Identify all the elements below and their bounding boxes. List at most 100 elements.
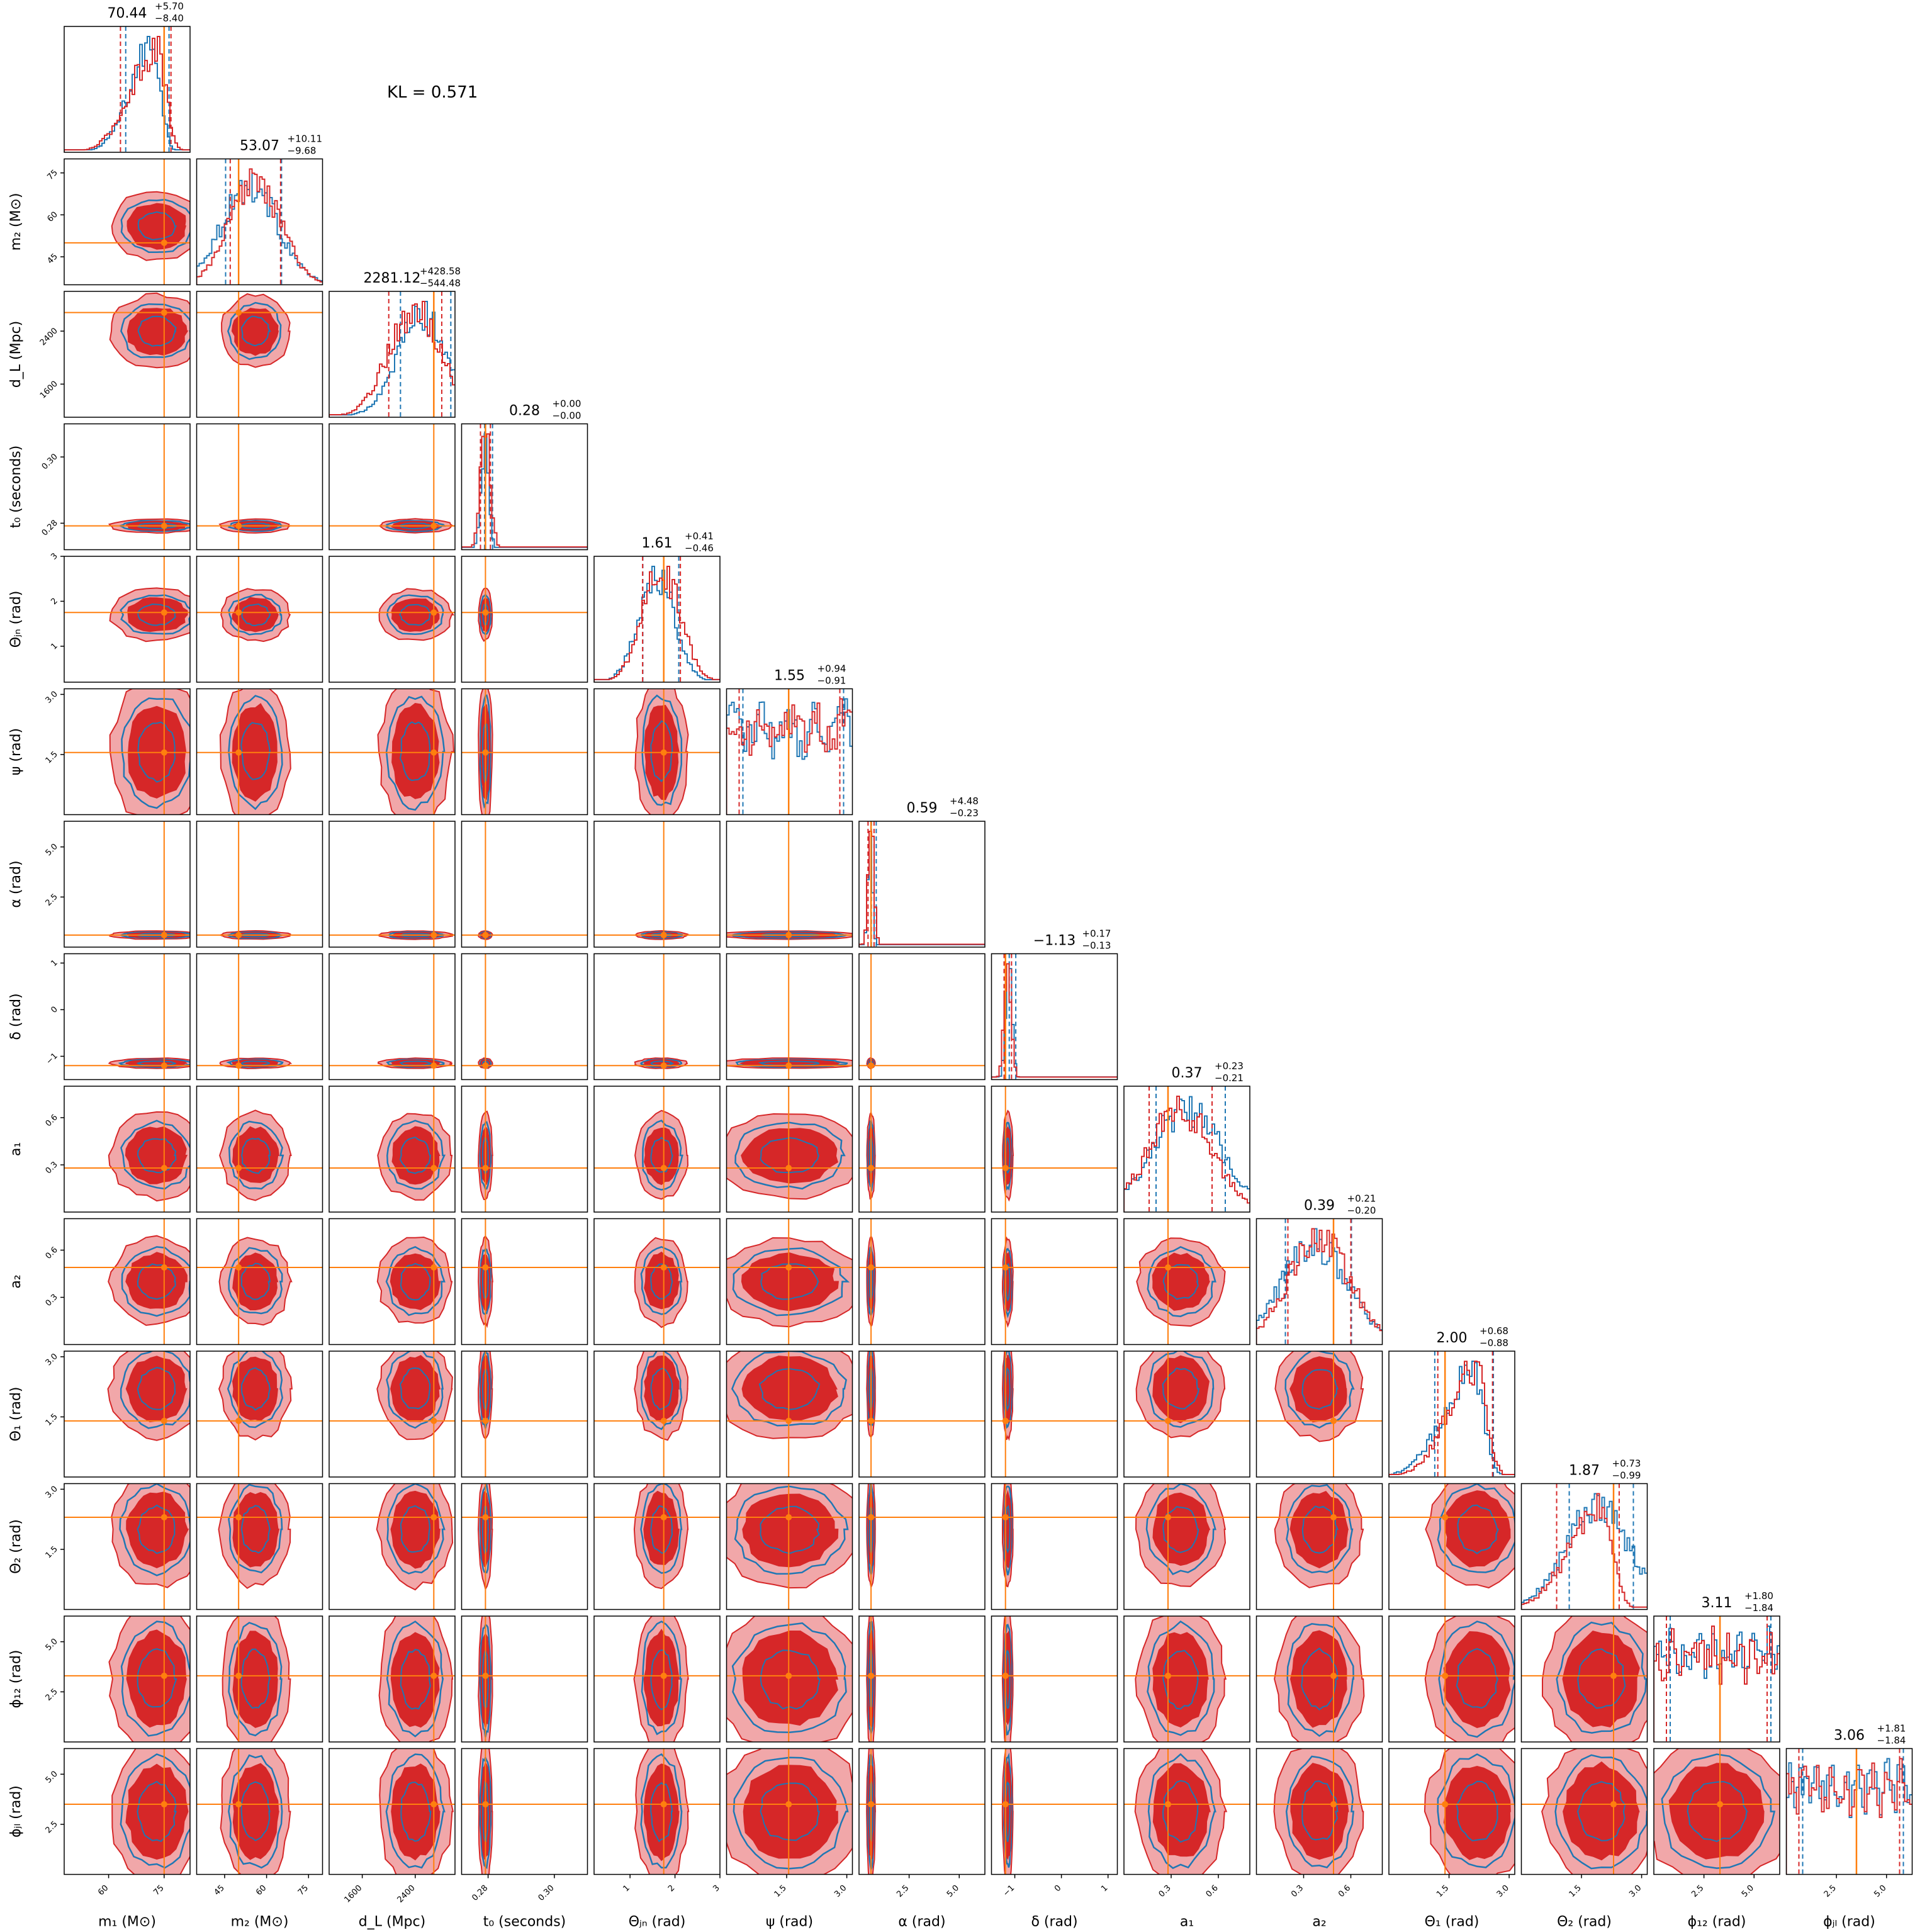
x-axis-label-13: ϕ₁₂ (rad)	[1688, 1914, 1746, 1930]
contour-blue-outer	[120, 1120, 190, 1190]
contour-blue-outer	[228, 1120, 284, 1190]
panel-frame	[64, 26, 191, 153]
contour-panel-12-3	[329, 1483, 456, 1610]
panel-frame	[726, 1483, 853, 1610]
contour-blue-inner	[1162, 1264, 1199, 1300]
y-tick-label: 0.3	[44, 1293, 60, 1308]
contour-blue-outer	[1003, 1624, 1013, 1736]
panel-frame	[461, 1086, 588, 1213]
truth-point	[430, 1514, 437, 1521]
panel-frame	[196, 291, 323, 418]
contour-inner	[232, 1763, 279, 1860]
panel-frame	[196, 158, 323, 286]
histogram-title-2: 53.07	[240, 138, 279, 154]
panel-frame	[991, 953, 1118, 1081]
contour-panel-12-10	[1255, 1483, 1383, 1610]
contour-blue-outer	[228, 1622, 283, 1737]
panel-frame	[1123, 1351, 1250, 1478]
x-axis-label-8: δ (rad)	[1031, 1914, 1077, 1930]
contour-panel-14-13: 2.5 5.0 ϕ₁₂ (rad)	[1653, 1748, 1780, 1930]
truth-point	[160, 1062, 167, 1069]
y-tick-label: 5.0	[44, 842, 60, 858]
panel-frame	[1123, 1615, 1250, 1743]
truth-point	[235, 1672, 242, 1679]
title-minus: −544.48	[420, 278, 461, 289]
contour-panel-6-1: 1.5 3.0 ψ (rad)	[8, 688, 191, 816]
truth-point	[785, 1417, 792, 1424]
contour-panel-12-4	[461, 1483, 588, 1610]
contour-inner	[126, 203, 187, 250]
truth-point	[482, 1264, 489, 1271]
truth-point	[868, 1264, 875, 1271]
contour-blue-outer	[641, 694, 683, 806]
panel-frame	[461, 953, 588, 1081]
y-tick-label: 60	[46, 210, 60, 224]
histogram-panel-4: 0.28 +0.00−0.00	[461, 398, 588, 551]
contour-blue-outer	[731, 1351, 847, 1427]
panel-frame	[329, 1351, 456, 1478]
histogram-panel-3: 2281.12+428.58−544.48	[329, 266, 461, 418]
contour-blue-outer	[734, 1121, 846, 1190]
contour-blue-outer	[732, 1247, 850, 1317]
x-tick-label: 1.5	[1568, 1884, 1583, 1899]
contour-blue-inner	[481, 723, 489, 783]
contour-panel-13-3	[329, 1615, 456, 1743]
truth-point	[868, 1165, 875, 1171]
histogram-panel-14: 3.06 +1.81−1.84 2.5 5.0 ϕⱼₗ (rad)	[1785, 1723, 1913, 1930]
truth-point	[660, 931, 667, 938]
contour-panel-14-2: 45 60 75 m₂ (M⊙)	[196, 1748, 323, 1930]
contour-panel-13-8	[991, 1615, 1118, 1743]
truth-point	[660, 1165, 667, 1171]
title-plus: +1.81	[1877, 1723, 1906, 1734]
y-tick-label: −1	[45, 1052, 60, 1067]
histogram-panel-5: 1.61 +0.41−0.46	[593, 531, 721, 683]
histogram-panel-13: 3.11 +1.80−1.84	[1653, 1590, 1780, 1743]
contour-panel-14-9: 0.3 0.6 a₁	[1123, 1748, 1250, 1930]
contour-panel-9-1: 0.3 0.6 a₁	[8, 1086, 191, 1213]
contour-panel-3-2	[196, 291, 323, 418]
contour-panel-12-1: 1.5 3.0 Θ₂ (rad)	[8, 1483, 191, 1610]
panel-frame	[329, 1483, 456, 1610]
title-minus: −1.84	[1744, 1602, 1773, 1614]
truth-point	[660, 749, 667, 756]
truth-point	[1330, 1417, 1337, 1424]
contour-blue-outer	[120, 199, 190, 253]
contour-panel-11-1: 1.5 3.0 Θ₁ (rad)	[8, 1351, 191, 1478]
panel-frame	[64, 1086, 191, 1213]
truth-point	[1165, 1264, 1171, 1271]
y-axis-label-9: a₁	[8, 1142, 24, 1156]
contour-blue-outer	[641, 1620, 682, 1736]
contour-panel-6-3	[329, 688, 456, 816]
contour-inner	[232, 1356, 278, 1422]
truth-point	[482, 1672, 489, 1679]
contour-blue-inner	[760, 1782, 821, 1841]
truth-point	[160, 1801, 167, 1808]
contour-blue-inner	[868, 1505, 873, 1554]
title-plus: +0.68	[1480, 1325, 1508, 1337]
panel-frame	[329, 556, 456, 683]
contour-inner	[1444, 1490, 1511, 1568]
x-axis-label-1: m₁ (M⊙)	[98, 1914, 156, 1930]
title-plus: +10.11	[288, 133, 323, 145]
red-histogram-2	[196, 168, 323, 285]
contour-blue-inner	[399, 604, 431, 626]
contour-blue-inner	[650, 1368, 673, 1410]
y-axis-label-4: t₀ (seconds)	[8, 446, 24, 529]
contour-panel-13-7	[858, 1615, 986, 1743]
contour-panel-14-1: 60 75 m₁ (M⊙) 2.5 5.0 ϕⱼₗ (rad)	[8, 1748, 191, 1930]
panel-frame	[593, 821, 721, 948]
panel-frame	[196, 556, 323, 683]
contour-panel-7-4	[461, 821, 588, 948]
contour-panel-10-6	[726, 1218, 853, 1345]
x-tick-label: 75	[296, 1884, 310, 1897]
contour-blue-outer	[228, 1483, 283, 1574]
panel-frame	[991, 1615, 1118, 1743]
y-tick-label: 1.5	[44, 750, 60, 765]
contour-panel-12-11	[1388, 1483, 1515, 1610]
panel-frame	[461, 1615, 588, 1743]
x-tick-label: 5.0	[1740, 1884, 1756, 1899]
panel-frame	[64, 1218, 191, 1345]
red-histogram-13	[1654, 1626, 1780, 1742]
contour-inner	[125, 1763, 189, 1860]
y-tick-label: 3.0	[44, 690, 60, 705]
